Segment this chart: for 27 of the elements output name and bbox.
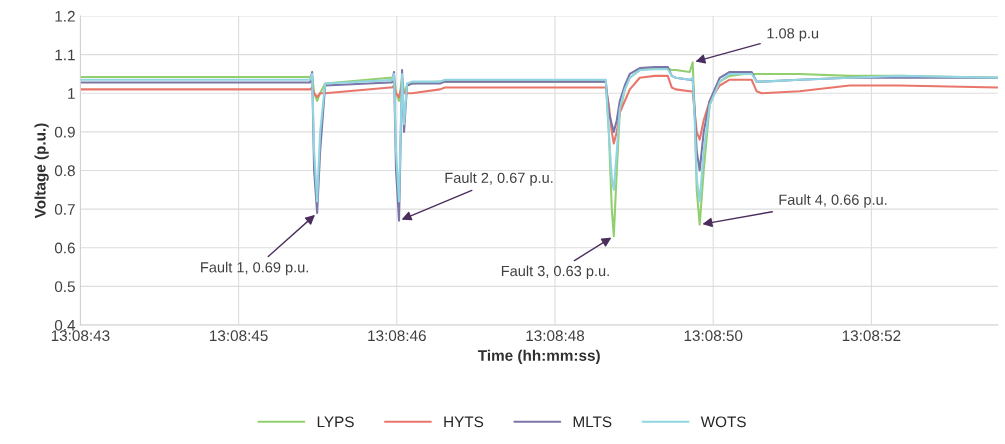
line-series (80, 74, 998, 145)
x-tick-label: 13:08:48 (526, 330, 585, 342)
y-tick-label: 0.6 (54, 242, 75, 254)
annotation: Fault 1, 0.69 p.u. (201, 261, 309, 276)
y-tick-label: 0.5 (54, 281, 75, 293)
y-tick-label: 1.2 (55, 10, 75, 22)
x-tick-label: 13:08:46 (368, 330, 426, 342)
legend-label: LYPS (317, 416, 354, 428)
y-tick-label: 0.8 (54, 165, 75, 177)
y-axis-title: Voltage (p.u.) (34, 123, 49, 219)
x-tick-label: 13:08:45 (210, 330, 268, 342)
y-tick-label: 1.1 (55, 49, 75, 61)
y-tick-label: 0.9 (54, 126, 75, 138)
x-tick-label: 13:08:50 (684, 330, 743, 342)
legend-label: MLTS (573, 416, 612, 428)
x-tick-label: 13:08:52 (842, 330, 901, 342)
annotation: Fault 4, 0.66 p.u. (779, 194, 887, 208)
y-tick-label: 0.7 (54, 203, 75, 215)
legend-label: HYTS (444, 416, 484, 428)
legend-label: WOTS (700, 416, 746, 428)
annotation: Fault 2, 0.67 p.u. (445, 172, 553, 186)
annotation: Fault 3, 0.63 p.u. (501, 265, 609, 280)
x-tick-label: 13:08:43 (51, 330, 110, 342)
x-axis-title: Time (hh:mm:ss) (477, 349, 600, 364)
y-tick-label: 1 (68, 88, 75, 99)
annotation: 1.08 p.u (767, 28, 819, 42)
y-tick-label: 0.4 (54, 319, 76, 331)
